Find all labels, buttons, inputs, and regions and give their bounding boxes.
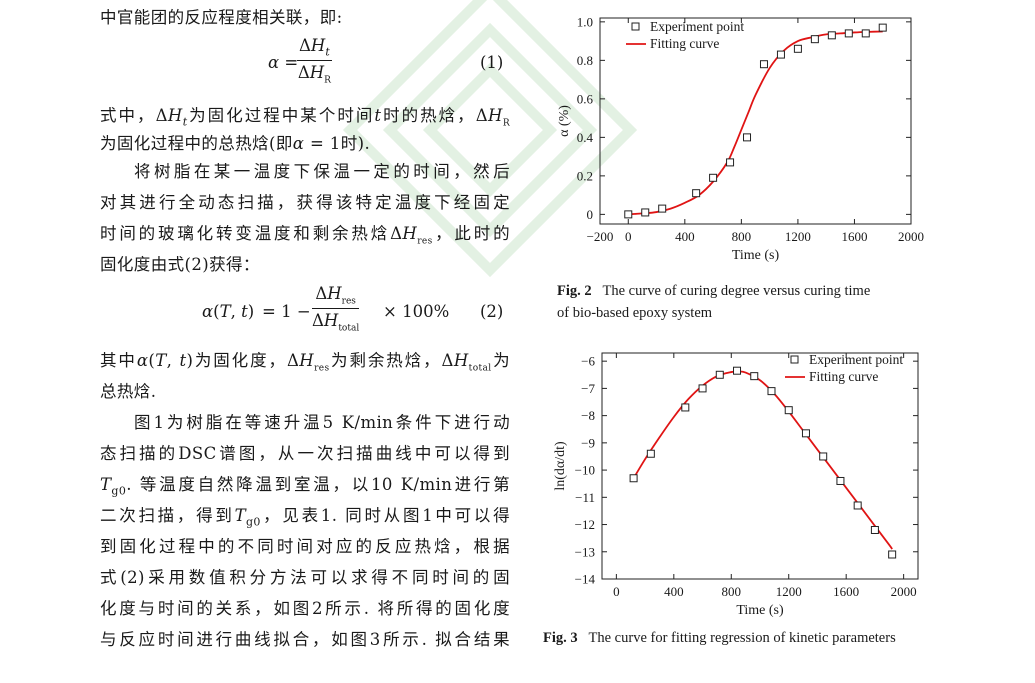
text-line: 将树脂在某一温度下保温一定的时间，然后 — [134, 162, 510, 181]
y-tick-label: −8 — [581, 408, 595, 423]
experiment-point-marker — [801, 429, 810, 438]
x-tick-label: 800 — [732, 229, 752, 244]
text-line: 二次扫描，得到Tg0，见表1. 同时从图1中可以得 — [100, 506, 510, 529]
experiment-point-marker — [624, 210, 633, 219]
figure-2-caption: Fig. 2 The curve of curing degree versus… — [557, 283, 871, 321]
x-tick-label: 1600 — [833, 584, 859, 599]
experiment-point-marker — [726, 158, 735, 167]
y-tick-label: −9 — [581, 435, 595, 450]
experiment-point-marker — [888, 550, 897, 559]
experiment-point-marker — [870, 525, 879, 534]
y-tick-label: 0.6 — [577, 91, 594, 106]
figure-3-caption: Fig. 3 The curve for fitting regression … — [543, 630, 896, 646]
x-axis-label: Time (s) — [732, 248, 780, 263]
y-tick-label: −14 — [575, 572, 596, 587]
text-line: 化度与时间的关系，如图2所示. 将所得的固化度 — [100, 599, 510, 618]
experiment-point-marker — [793, 44, 802, 53]
y-tick-label: 0.8 — [577, 53, 593, 68]
experiment-point-marker — [698, 384, 707, 393]
text-line: 时间的玻璃化转变温度和剩余热焓ΔHres，此时的 — [100, 224, 510, 247]
y-tick-label: −12 — [575, 517, 595, 532]
experiment-point-marker — [878, 23, 887, 32]
x-tick-label: 400 — [675, 229, 695, 244]
text-line: 其中α(T, t)为固化度，ΔHres为剩余热焓，ΔHtotal为 — [100, 351, 510, 374]
legend-label-fitting: Fitting curve — [650, 36, 719, 51]
experiment-point-marker — [743, 133, 752, 142]
x-tick-label: 1200 — [776, 584, 802, 599]
text-line: 式(2)采用数值积分方法可以求得不同时间的固 — [100, 568, 510, 587]
experiment-point-marker — [836, 476, 845, 485]
experiment-point-marker — [776, 50, 785, 59]
text-line: 固化度由式(2)获得： — [100, 255, 260, 274]
legend-label-experiment: Experiment point — [809, 352, 903, 367]
text-line: 为固化过程中的总热焓(即α = 1时). — [100, 134, 371, 153]
text-line: 图1为树脂在等速升温5 K/min条件下进行动 — [134, 413, 510, 432]
experiment-point-marker — [819, 452, 828, 461]
x-tick-label: −200 — [587, 229, 614, 244]
legend-label-fitting: Fitting curve — [809, 369, 878, 384]
figure-3-chart: 0 400 800 1200 1600 2000 −6 −7 −8 −9 −10 −11 −12 −13 −… — [553, 352, 919, 618]
experiment-point-marker — [646, 449, 655, 458]
x-tick-label: 800 — [722, 584, 742, 599]
experiment-point-marker — [681, 403, 690, 412]
y-axis-label: α (%) — [557, 105, 572, 137]
experiment-point-marker — [733, 366, 742, 375]
y-tick-label: −10 — [575, 463, 595, 478]
legend-marker-experiment — [790, 355, 799, 364]
legend-marker-experiment — [631, 22, 640, 31]
x-tick-label: 400 — [664, 584, 684, 599]
y-axis-label: ln(dα/dt) — [553, 441, 568, 491]
experiment-point-marker — [759, 60, 768, 69]
y-tick-label: −7 — [581, 381, 595, 396]
experiment-point-marker — [784, 406, 793, 415]
y-tick-label: 0.2 — [577, 168, 593, 183]
figure-2-chart: −200 0 400 800 1200 1600 2000 0 0.2 0.4 0.6 0.8 1.0 T… — [557, 14, 924, 263]
text-line: 态扫描的DSC谱图，从一次扫描曲线中可以得到 — [100, 444, 510, 463]
experiment-point-marker — [629, 474, 638, 483]
text-line: Tg0. 等温度自然降温到室温，以10 K/min进行第 — [100, 475, 510, 498]
text-line: 对其进行全动态扫描，获得该特定温度下经固定 — [100, 193, 510, 212]
experiment-point-marker — [810, 35, 819, 44]
equation-1-number: (1) — [480, 53, 504, 72]
plot-frame — [599, 17, 912, 225]
experiment-point-marker — [715, 370, 724, 379]
y-tick-label: −11 — [575, 490, 595, 505]
equation-1: α = ΔHt ΔHR (1) — [268, 36, 504, 86]
text-line: 中官能团的反应程度相关联，即: — [100, 8, 343, 27]
text-line: 式中，ΔHt为固化过程中某个时间t时的热焓，ΔHR — [100, 106, 510, 129]
y-tick-label: −6 — [581, 354, 595, 369]
experiment-point-marker — [861, 29, 870, 38]
experiment-point-marker — [853, 501, 862, 510]
fitting-curve-line — [628, 30, 883, 216]
experiment-point-marker — [844, 29, 853, 38]
experiment-point-marker — [658, 204, 667, 213]
x-tick-label: 2000 — [898, 229, 924, 244]
x-axis-label: Time (s) — [736, 603, 784, 618]
text-line: 总热焓. — [100, 382, 157, 401]
experiment-point-marker — [709, 173, 718, 182]
equation-2-number: (2) — [480, 302, 504, 321]
y-tick-label: 0 — [587, 207, 594, 222]
legend-label-experiment: Experiment point — [650, 19, 744, 34]
text-line: 与反应时间进行曲线拟合，如图3所示. 拟合结果 — [100, 630, 510, 649]
equation-2: α(T, t) = 1 − ΔHres ΔHtotal × 100% (2) — [202, 284, 504, 334]
x-tick-label: 1600 — [841, 229, 867, 244]
y-tick-label: 1.0 — [577, 14, 593, 29]
experiment-point-marker — [767, 387, 776, 396]
x-tick-label: 0 — [613, 584, 620, 599]
experiment-point-marker — [827, 31, 836, 40]
y-tick-label: −13 — [575, 544, 595, 559]
x-tick-label: 2000 — [891, 584, 917, 599]
experiment-point-marker — [750, 372, 759, 381]
text-line: 到固化过程中的不同时间对应的反应热焓，根据 — [100, 537, 510, 556]
fitting-curve-line — [632, 370, 893, 550]
y-tick-label: 0.4 — [577, 130, 594, 145]
plot-frame — [601, 352, 919, 580]
experiment-point-marker — [692, 189, 701, 198]
x-tick-label: 0 — [625, 229, 632, 244]
experiment-point-marker — [641, 208, 650, 217]
x-tick-label: 1200 — [785, 229, 811, 244]
